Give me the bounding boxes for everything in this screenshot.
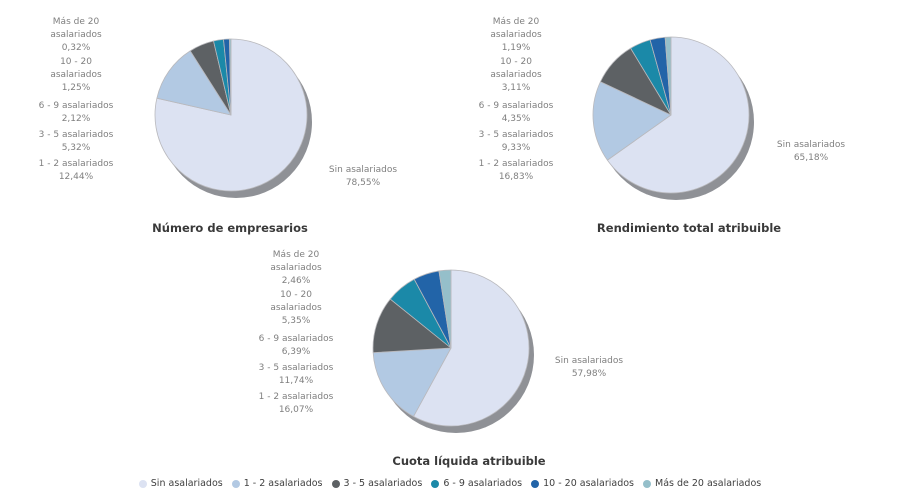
pie-rendimiento-total-atribuible — [592, 36, 754, 200]
legend-item-1-2-asalariados: 1 - 2 asalariados — [231, 478, 323, 489]
slice-callout-3-5-asalariados: 3 - 5 asalariados 9,33% — [457, 129, 575, 155]
chart-cuota-liquida-atribuible: Más de 20 asalariados 2,46% 10 - 20 asalaria… — [220, 233, 680, 483]
slice-callout-3-5-asalariados: 3 - 5 asalariados 5,32% — [17, 129, 135, 155]
legend-dot-icon — [531, 479, 540, 488]
slice-callout-mas-de-20-asalariados: Más de 20 asalariados 2,46% — [237, 249, 355, 288]
callout-line: 5,32% — [61, 143, 91, 153]
callout-line: 3 - 5 asalariados — [38, 130, 114, 140]
callout-line: 1,25% — [61, 83, 91, 93]
pie-slice-1-2-asalariados — [372, 347, 452, 417]
slice-callout-10-20-asalariados: 10 - 20 asalariados 1,25% — [17, 56, 135, 95]
callout-line: Sin asalariados — [328, 165, 398, 175]
slice-callout-sin-asalariados: Sin asalariados 65,18% — [746, 139, 876, 165]
callout-line: 65,18% — [793, 153, 829, 163]
legend-label: Sin asalariados — [150, 478, 223, 489]
pie-slice-1-2-asalariados — [156, 50, 232, 116]
callout-line: 6 - 9 asalariados — [38, 101, 114, 111]
chart-title-cuota-liquida-atribuible: Cuota líquida atribuible — [392, 454, 546, 468]
callout-line: asalariados — [50, 30, 102, 40]
callout-line: Más de 20 — [272, 250, 320, 260]
legend-item-6-9-asalariados: 6 - 9 asalariados — [431, 478, 522, 489]
pie-slice-mas-de-20-asalariados — [438, 269, 452, 349]
chart-rendimiento-total-atribuible: Más de 20 asalariados 1,19% 10 - 20 asalaria… — [440, 0, 900, 250]
chart-title-rendimiento-total-atribuible: Rendimiento total atribuible — [596, 221, 782, 235]
slice-callout-6-9-asalariados: 6 - 9 asalariados 2,12% — [17, 100, 135, 126]
callout-line: 57,98% — [571, 369, 607, 379]
callout-line: 1 - 2 asalariados — [478, 159, 554, 169]
callout-line: 1 - 2 asalariados — [258, 392, 334, 402]
legend-item-sin-asalariados: Sin asalariados — [138, 478, 223, 489]
legend-item-mas-de-20-asalariados: Más de 20 asalariados — [643, 478, 761, 489]
callout-line: asalariados — [490, 30, 542, 40]
pie-slice-mas-de-20-asalariados — [664, 36, 672, 116]
slice-callout-3-5-asalariados: 3 - 5 asalariados 11,74% — [237, 362, 355, 388]
callout-line: 10 - 20 — [280, 290, 312, 300]
callout-line: Más de 20 — [52, 17, 100, 27]
legend-dot-icon — [431, 479, 440, 488]
slice-callout-1-2-asalariados: 1 - 2 asalariados 12,44% — [17, 158, 135, 184]
callout-line: 16,07% — [278, 405, 314, 415]
slice-callout-1-2-asalariados: 1 - 2 asalariados 16,07% — [237, 391, 355, 417]
slice-callout-sin-asalariados: Sin asalariados 78,55% — [298, 164, 428, 190]
pie-slice-sin-asalariados — [413, 269, 530, 427]
callout-line: 6 - 9 asalariados — [478, 101, 554, 111]
callout-line: 9,33% — [501, 143, 531, 153]
pie-slice-sin-asalariados — [606, 36, 750, 194]
legend-label: 6 - 9 asalariados — [443, 478, 523, 489]
callout-line: Sin asalariados — [554, 356, 624, 366]
callout-line: 11,74% — [278, 376, 314, 386]
legend: Sin asalariados 1 - 2 asalariados 3 - 5 as… — [0, 478, 900, 489]
slice-callout-10-20-asalariados: 10 - 20 asalariados 5,35% — [237, 289, 355, 328]
legend-dot-icon — [643, 479, 651, 488]
slice-callout-mas-de-20-asalariados: Más de 20 asalariados 0,32% — [17, 16, 135, 55]
callout-line: 3 - 5 asalariados — [258, 363, 334, 373]
chart-title-numero-de-empresarios: Número de empresarios — [152, 221, 308, 235]
slice-callout-10-20-asalariados: 10 - 20 asalariados 3,11% — [457, 56, 575, 95]
callout-line: 78,55% — [345, 178, 381, 188]
pie-numero-de-empresarios — [154, 38, 312, 198]
slice-callout-6-9-asalariados: 6 - 9 asalariados 6,39% — [237, 333, 355, 359]
legend-label: 1 - 2 asalariados — [243, 478, 323, 489]
legend-dot-icon — [231, 479, 240, 488]
legend-dot-icon — [138, 479, 147, 488]
callout-line: 3 - 5 asalariados — [478, 130, 554, 140]
slice-callout-6-9-asalariados: 6 - 9 asalariados 4,35% — [457, 100, 575, 126]
callout-line: asalariados — [270, 263, 322, 273]
callout-line: 0,32% — [61, 43, 91, 53]
callout-line: 2,12% — [61, 114, 91, 124]
callout-line: asalariados — [270, 303, 322, 313]
callout-line: 4,35% — [501, 114, 531, 124]
callout-line: Sin asalariados — [776, 140, 846, 150]
slice-callout-1-2-asalariados: 1 - 2 asalariados 16,83% — [457, 158, 575, 184]
legend-label: 3 - 5 asalariados — [343, 478, 423, 489]
callout-line: 6,39% — [281, 347, 311, 357]
callout-line: 10 - 20 — [60, 57, 92, 67]
callout-line: 1 - 2 asalariados — [38, 159, 114, 169]
callout-line: 2,46% — [281, 276, 311, 286]
callout-line: Más de 20 — [492, 17, 540, 27]
legend-item-10-20-asalariados: 10 - 20 asalariados — [531, 478, 634, 489]
callout-line: 3,11% — [501, 83, 531, 93]
legend-dot-icon — [331, 479, 340, 488]
pie-slice-1-2-asalariados — [592, 81, 672, 161]
callout-line: asalariados — [490, 70, 542, 80]
callout-line: 16,83% — [498, 172, 534, 182]
chart-numero-de-empresarios: Más de 20 asalariados 0,32% 10 - 20 asalaria… — [0, 0, 460, 250]
callout-line: 10 - 20 — [500, 57, 532, 67]
callout-line: 12,44% — [58, 172, 94, 182]
legend-item-3-5-asalariados: 3 - 5 asalariados — [331, 478, 423, 489]
legend-label: 10 - 20 asalariados — [543, 478, 634, 489]
callout-line: 5,35% — [281, 316, 311, 326]
pie-slice-mas-de-20-asalariados — [229, 38, 232, 116]
legend-label: Más de 20 asalariados — [655, 478, 762, 489]
slice-callout-sin-asalariados: Sin asalariados 57,98% — [524, 355, 654, 381]
callout-line: 1,19% — [501, 43, 531, 53]
slice-callout-mas-de-20-asalariados: Más de 20 asalariados 1,19% — [457, 16, 575, 55]
pie-cuota-liquida-atribuible — [372, 269, 534, 433]
callout-line: asalariados — [50, 70, 102, 80]
callout-line: 6 - 9 asalariados — [258, 334, 334, 344]
